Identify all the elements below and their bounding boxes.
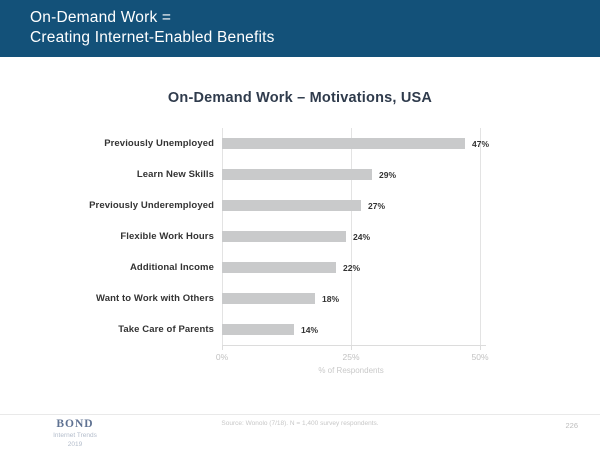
bar-row: 27% xyxy=(222,190,480,221)
bar-row: 22% xyxy=(222,252,480,283)
category-label: Previously Unemployed xyxy=(104,138,214,149)
category-label: Learn New Skills xyxy=(136,169,214,180)
gridline-25% xyxy=(351,128,352,345)
bar-row: 18% xyxy=(222,283,480,314)
bond-logo-line2: Internet Trends xyxy=(53,432,97,439)
bar-value-label: 18% xyxy=(322,293,340,304)
bar-value-label: 22% xyxy=(343,262,361,273)
bond-logo: BOND Internet Trends 2019 xyxy=(20,418,130,448)
plot-area: 47% 29% 27% 24% 22% 18% 14% xyxy=(222,128,489,350)
category-label: Previously Underemployed xyxy=(89,200,214,211)
slide-header: On-Demand Work = Creating Internet-Enabl… xyxy=(0,0,600,57)
x-tick-mark xyxy=(222,346,223,350)
bar xyxy=(222,293,315,304)
gridline-50% xyxy=(480,128,481,345)
category-label: Flexible Work Hours xyxy=(120,231,214,242)
bar-value-label: 27% xyxy=(368,200,386,211)
bar xyxy=(222,169,372,180)
bar-row: 24% xyxy=(222,221,480,252)
bar xyxy=(222,231,346,242)
page-number: 226 xyxy=(565,421,578,430)
slide-title-line-2: Creating Internet-Enabled Benefits xyxy=(30,29,275,46)
category-label: Additional Income xyxy=(129,262,214,273)
bar-row: 14% xyxy=(222,314,480,345)
x-tick-label: 50% xyxy=(471,352,489,362)
bar-value-label: 14% xyxy=(301,324,319,335)
bar xyxy=(222,324,294,335)
bar-row: 29% xyxy=(222,159,480,190)
x-axis-line xyxy=(222,345,486,346)
x-tick-mark xyxy=(480,346,481,350)
x-tick-label: 0% xyxy=(215,352,229,362)
bar-row: 47% xyxy=(222,128,489,159)
slide-title-line-1: On-Demand Work = xyxy=(30,9,172,26)
category-label: Take Care of Parents xyxy=(118,324,214,335)
source-note: Source: Wonolo (7/18). N = 1,400 survey … xyxy=(221,420,379,427)
x-tick-label: 25% xyxy=(342,352,360,362)
footer-divider xyxy=(0,414,600,415)
bar xyxy=(222,262,336,273)
x-tick-mark xyxy=(351,346,352,350)
category-label: Want to Work with Others xyxy=(96,293,214,304)
bar-value-label: 24% xyxy=(353,231,371,242)
bar-value-label: 47% xyxy=(472,138,490,149)
chart-title: On-Demand Work – Motivations, USA xyxy=(167,90,433,106)
bar-value-label: 29% xyxy=(379,169,397,180)
bond-logo-brand: BOND xyxy=(56,418,94,430)
category-labels: Previously Unemployed Learn New Skills Pre… xyxy=(0,128,214,345)
bond-logo-line3: 2019 xyxy=(67,441,83,448)
bar xyxy=(222,138,465,149)
bar xyxy=(222,200,361,211)
x-axis-label: % of Respondents xyxy=(318,366,384,375)
